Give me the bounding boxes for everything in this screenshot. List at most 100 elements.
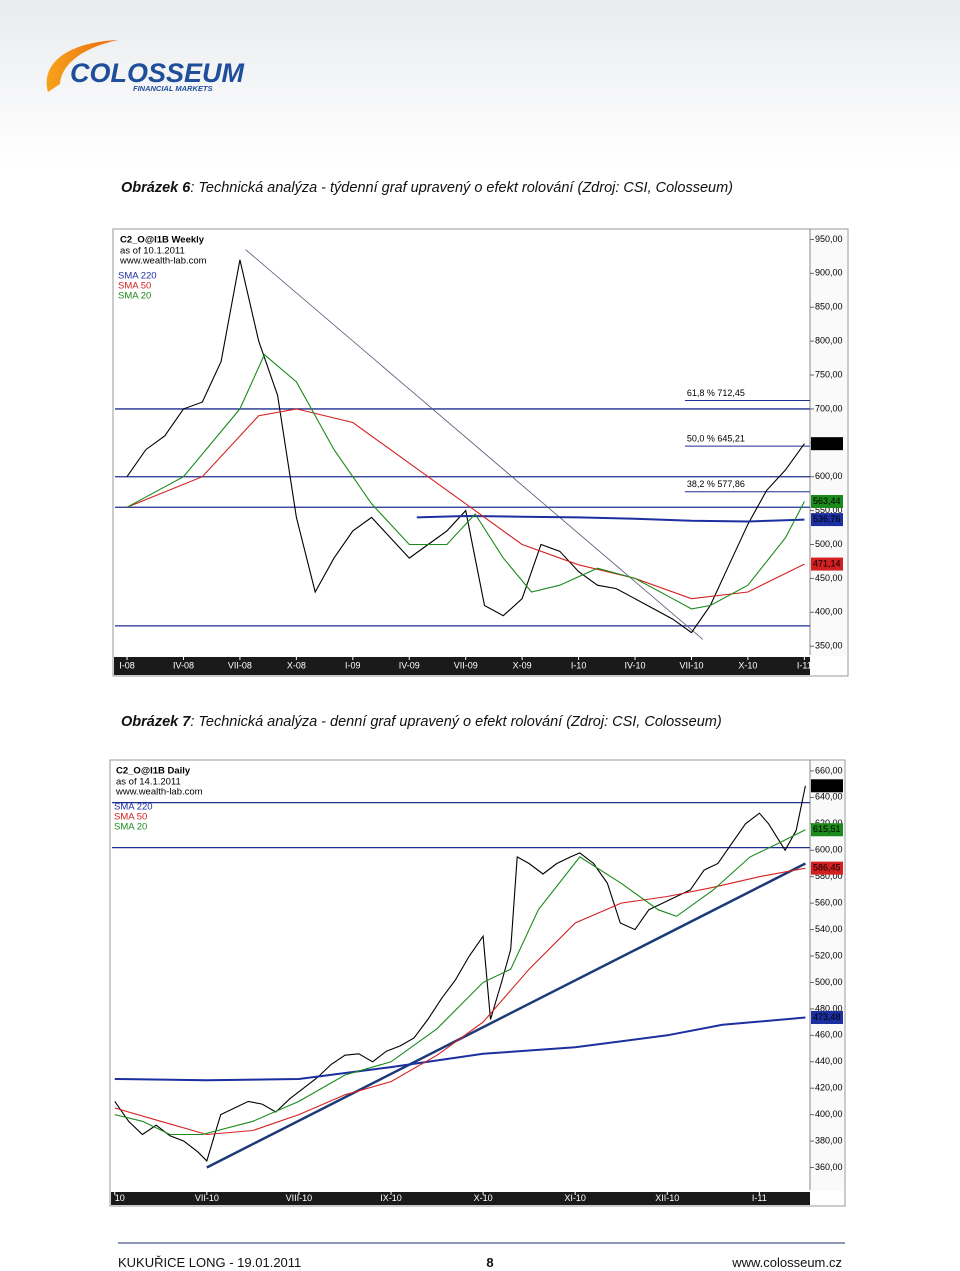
sma-line: [126, 353, 805, 610]
x-tick-label: IV-08: [173, 660, 194, 670]
page-number: 8: [486, 1255, 493, 1270]
x-tick-label: IV-10: [625, 660, 646, 670]
y-tick-label: 640,00: [815, 792, 843, 802]
chart-subtitle: as of 10.1.2011: [120, 246, 185, 257]
sma-line: [126, 408, 805, 600]
y-tick-label: 600,00: [815, 845, 843, 855]
x-tick-label: I-09: [345, 660, 361, 670]
caption: Obrázek 7: Technická analýza - denní gra…: [121, 714, 722, 730]
x-tick-label: XII-10: [655, 1193, 679, 1203]
value-label: 563,44: [813, 496, 841, 506]
x-tick-label: I-11: [752, 1193, 767, 1203]
x-tick-label: VII-08: [228, 660, 252, 670]
x-tick-label: IV-09: [399, 660, 420, 670]
x-tick-label: VII-10: [679, 660, 703, 670]
y-tick-label: 950,00: [815, 234, 843, 244]
y-tick-label: 350,00: [815, 641, 843, 651]
legend-entry: SMA 220: [114, 802, 153, 813]
y-tick-label: 700,00: [815, 403, 843, 413]
value-label: 648,75: [813, 438, 841, 448]
y-tick-label: 420,00: [815, 1083, 843, 1093]
y-tick-label: 360,00: [815, 1162, 843, 1172]
y-tick-label: 480,00: [815, 1003, 843, 1013]
logo-subtitle: FINANCIAL MARKETS: [133, 84, 212, 93]
value-label-box: [811, 494, 843, 508]
footer-right: www.colosseum.cz: [731, 1255, 842, 1270]
legend-entry: SMA 50: [114, 812, 147, 823]
value-label: 586,45: [813, 863, 841, 873]
x-tick-label: X-09: [513, 660, 532, 670]
legend-entry: SMA 20: [114, 822, 147, 833]
caption-label: Obrázek 7: [121, 714, 191, 730]
value-label-box: [811, 1011, 843, 1025]
fib-label: 38,2 % 577,86: [687, 479, 745, 489]
logo-swoosh: [46, 40, 118, 92]
logo-text: COLOSSEUM: [70, 58, 245, 88]
header-band: [0, 0, 960, 165]
y-tick-label: 560,00: [815, 898, 843, 908]
plot: [115, 249, 810, 640]
x-tick-label: VII-10: [195, 1193, 219, 1203]
y-tick-label: 400,00: [815, 1109, 843, 1119]
x-axis-band: [114, 657, 810, 675]
sma-line: [114, 867, 806, 1136]
footer-left: KUKUŘICE LONG - 19.01.2011: [118, 1255, 301, 1270]
legend-entry: SMA 20: [118, 291, 151, 302]
y-tick-label: 380,00: [815, 1135, 843, 1145]
value-label-box: [811, 823, 843, 837]
value-label-box: [811, 779, 843, 793]
legend-entry: SMA 50: [118, 281, 151, 292]
x-tick-label: I-08: [119, 660, 135, 670]
value-label: 648,75: [813, 780, 841, 790]
y-tick-label: 900,00: [815, 268, 843, 278]
chart-frame: [109, 759, 846, 1207]
chart-frame: [112, 228, 849, 677]
sma-line: [416, 514, 805, 523]
caption-label: Obrázek 6: [121, 180, 191, 196]
y-tick-label: 660,00: [815, 765, 843, 775]
caption-text: : Technická analýza - týdenní graf uprav…: [190, 180, 733, 196]
trendline: [245, 249, 704, 640]
y-tick-label: 440,00: [815, 1056, 843, 1066]
value-label: 536,76: [813, 514, 841, 524]
x-tick-label: XI-10: [564, 1193, 586, 1203]
price-line: [114, 785, 806, 1162]
trendline: [206, 862, 806, 1169]
y-tick-label: 400,00: [815, 607, 843, 617]
value-label: 615,51: [813, 824, 841, 834]
x-tick-label: I-11: [797, 660, 812, 670]
plot: [112, 785, 810, 1169]
y-tick-label: 550,00: [815, 505, 843, 515]
value-label: 473,48: [813, 1012, 841, 1022]
x-tick-label: X-10: [738, 660, 757, 670]
legend-entry: SMA 220: [118, 271, 157, 282]
fib-label: 61,8 % 712,45: [687, 388, 745, 398]
y-tick-label: 600,00: [815, 471, 843, 481]
x-tick-label: X-10: [474, 1193, 493, 1203]
y-tick-label: 750,00: [815, 369, 843, 379]
value-label-box: [811, 437, 843, 451]
chart-subtitle: as of 14.1.2011: [116, 777, 181, 788]
value-label-box: [811, 557, 843, 571]
fib-label: 50,0 % 645,21: [687, 433, 745, 443]
caption: Obrázek 6: Technická analýza - týdenní g…: [121, 180, 733, 196]
x-tick-label: 10: [115, 1193, 125, 1203]
value-label-box: [811, 861, 843, 875]
x-tick-label: I-10: [571, 660, 587, 670]
y-tick-label: 850,00: [815, 302, 843, 312]
sma-line: [114, 1016, 806, 1082]
y-tick-label: 620,00: [815, 818, 843, 828]
y-tick-label: 580,00: [815, 871, 843, 881]
y-tick-label: 540,00: [815, 924, 843, 934]
value-label: 471,14: [813, 558, 841, 568]
y-tick-label: 500,00: [815, 977, 843, 987]
x-axis-band: [111, 1192, 810, 1205]
chart-title: C2_O@I1B Daily: [116, 766, 191, 777]
chart-source: www.wealth-lab.com: [119, 256, 207, 267]
x-tick-label: VII-09: [454, 660, 478, 670]
chart-source: www.wealth-lab.com: [115, 787, 203, 798]
y-tick-label: 500,00: [815, 539, 843, 549]
